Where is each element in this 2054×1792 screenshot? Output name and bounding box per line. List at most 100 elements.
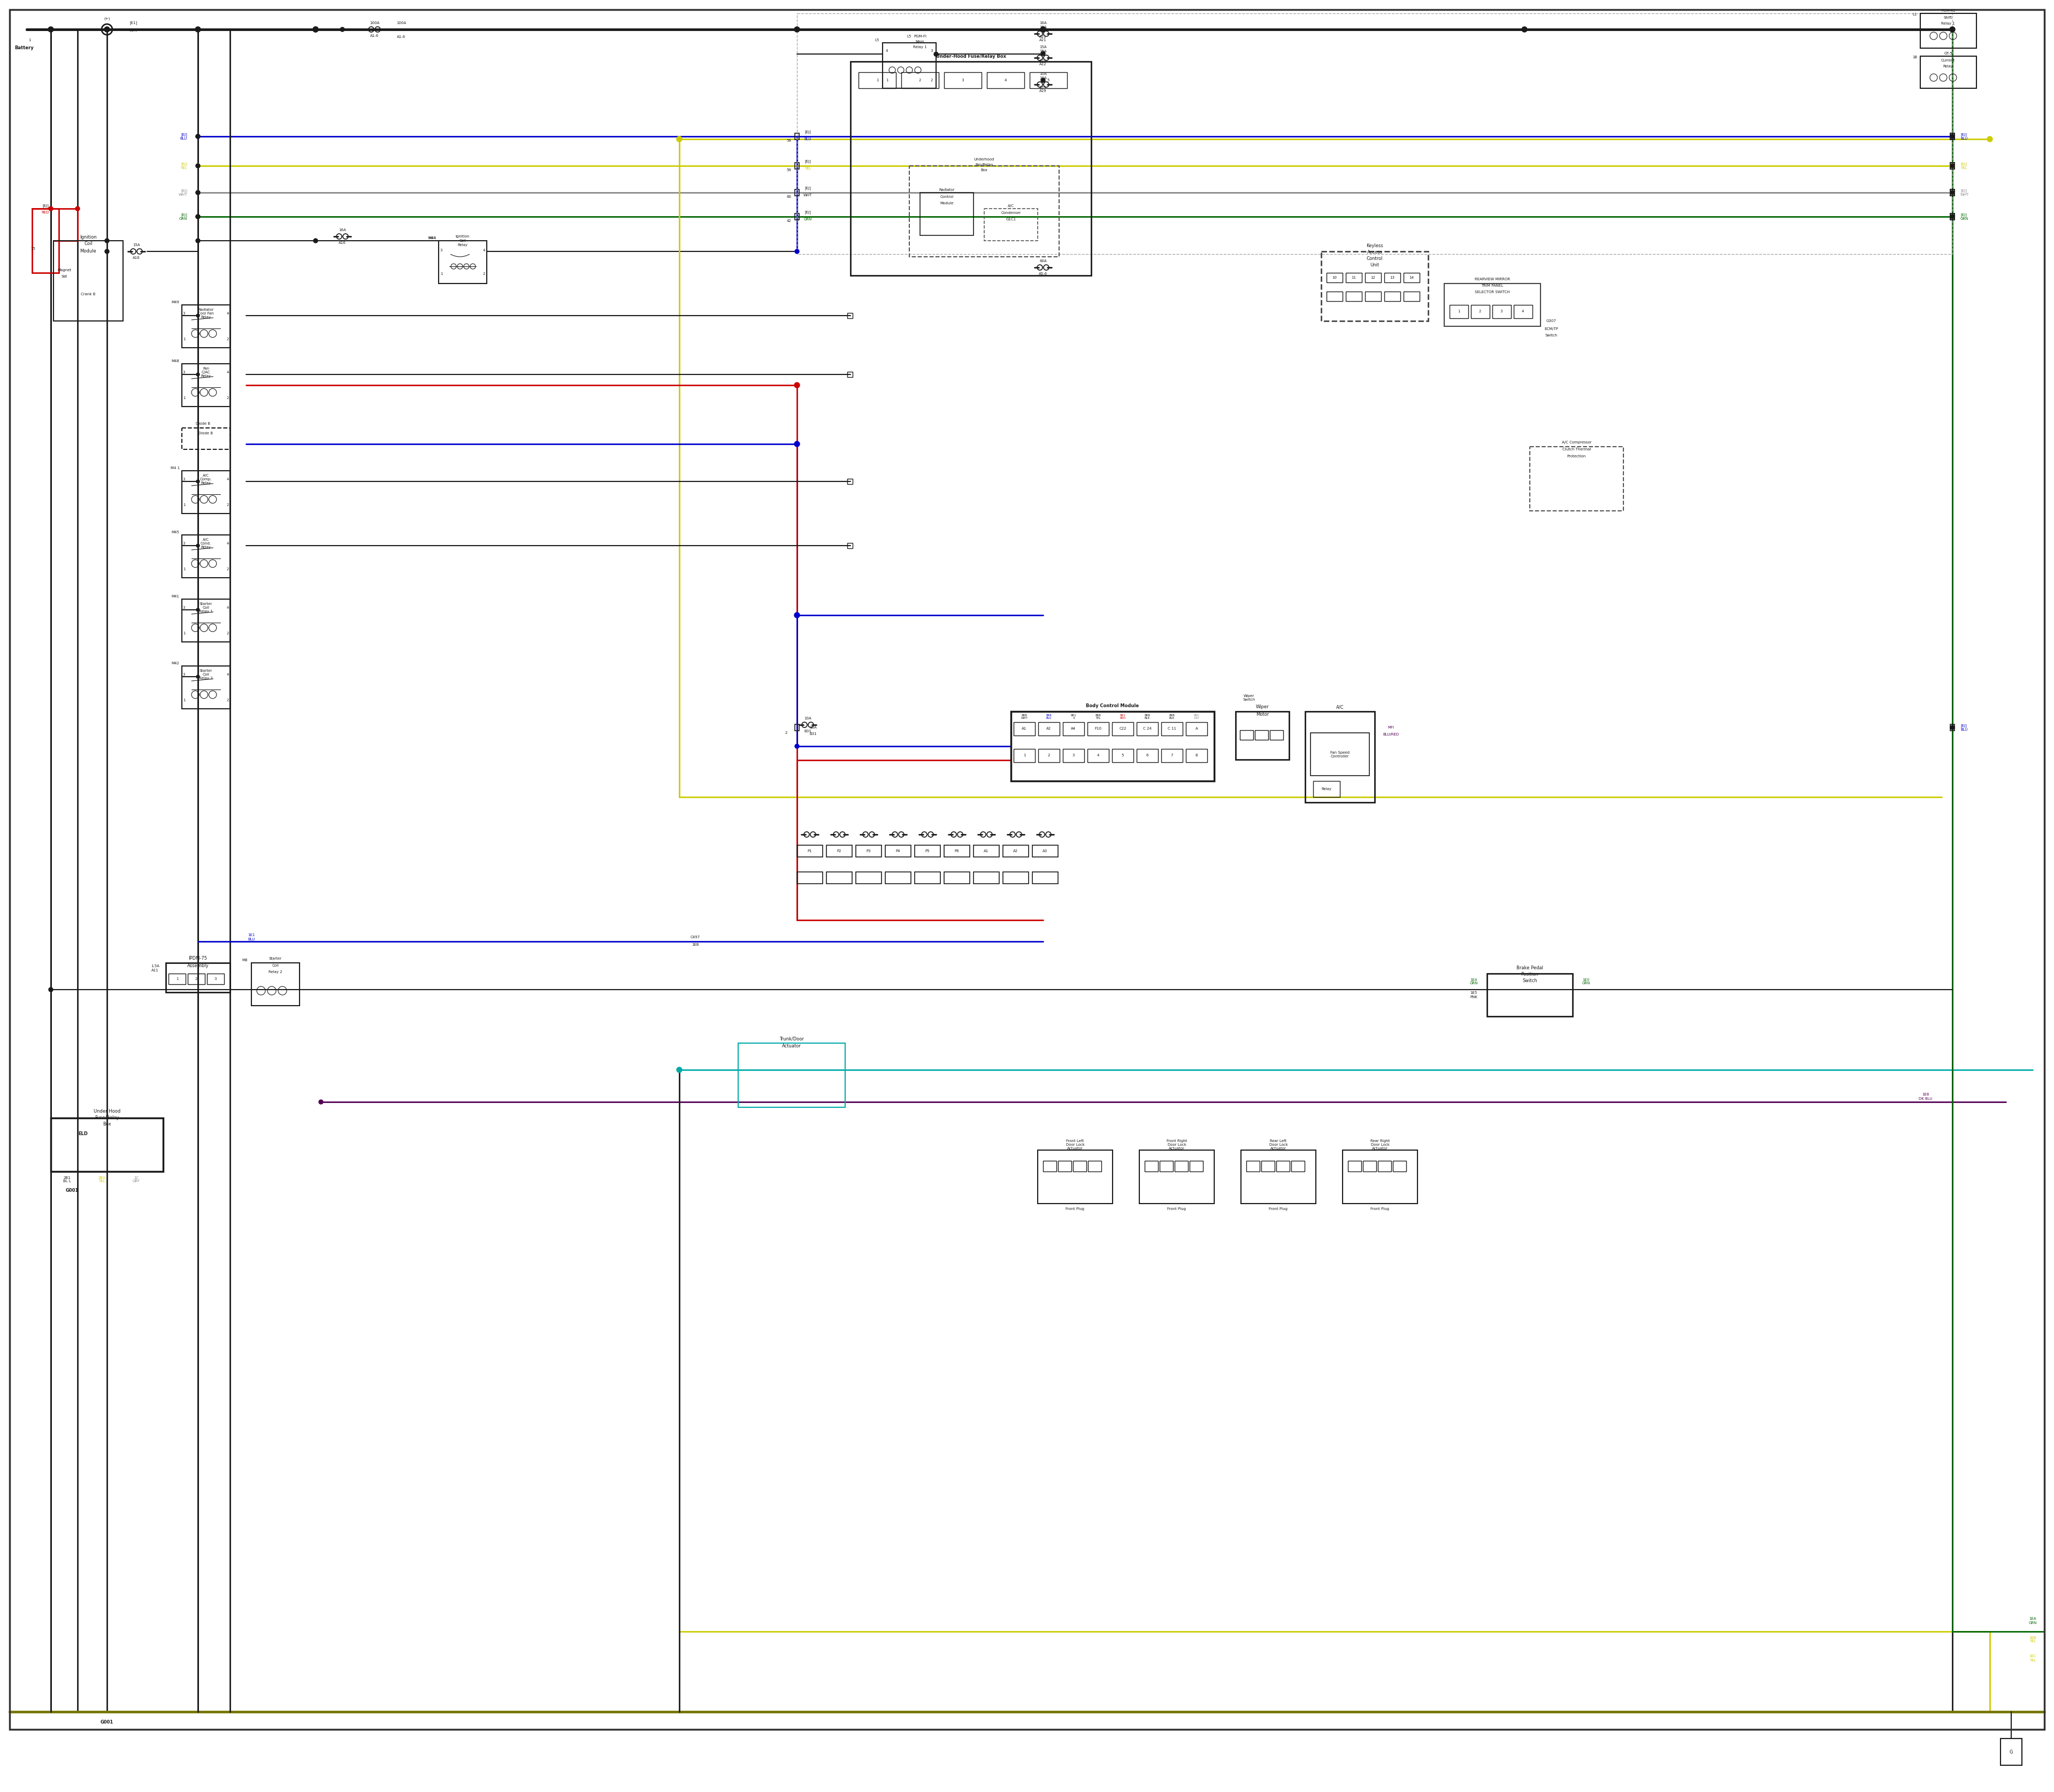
Circle shape: [195, 163, 199, 168]
Text: A5-6: A5-6: [1039, 272, 1048, 276]
Bar: [885, 873, 910, 883]
Text: WHT: WHT: [803, 194, 811, 197]
Text: 4: 4: [1097, 754, 1099, 756]
Text: 1E1
BLU: 1E1 BLU: [249, 934, 255, 941]
Bar: [1087, 749, 1109, 762]
Text: SW: SW: [62, 274, 68, 278]
Bar: [1949, 163, 1955, 168]
Text: Crank B: Crank B: [80, 292, 97, 296]
Text: C 11: C 11: [1167, 728, 1177, 729]
Bar: [1403, 292, 1419, 301]
Bar: [1058, 1161, 1072, 1172]
Text: P1: P1: [807, 849, 811, 853]
Text: Fan
C/AC
Relay: Fan C/AC Relay: [201, 367, 212, 378]
Text: A16: A16: [134, 256, 140, 260]
Circle shape: [795, 249, 799, 253]
Text: YEL: YEL: [805, 167, 811, 170]
Text: [EJ]: [EJ]: [805, 159, 811, 163]
Text: [E1]: [E1]: [129, 22, 138, 25]
Circle shape: [1949, 215, 1955, 219]
Text: ECM/TP: ECM/TP: [1545, 328, 1559, 330]
Bar: [797, 13, 1953, 254]
Bar: [1136, 749, 1158, 762]
Bar: [1241, 1150, 1317, 1204]
Text: Control: Control: [941, 195, 953, 199]
Text: Radiator
Cool Fan
Relay: Radiator Cool Fan Relay: [197, 308, 214, 319]
Bar: [1347, 1161, 1362, 1172]
Text: 15A: 15A: [1039, 45, 1048, 48]
Circle shape: [1949, 163, 1955, 168]
Text: 1: 1: [183, 396, 185, 400]
Bar: [53, 240, 123, 321]
Text: Relay 1: Relay 1: [914, 45, 926, 48]
Bar: [1345, 272, 1362, 283]
Circle shape: [1949, 215, 1955, 219]
Text: M42: M42: [170, 661, 179, 665]
Text: 1.5A
A11: 1.5A A11: [150, 964, 160, 971]
Circle shape: [195, 27, 201, 32]
Text: 4: 4: [226, 312, 230, 315]
Text: A16: A16: [339, 242, 345, 244]
Bar: [1037, 722, 1060, 735]
Text: M8: M8: [242, 959, 249, 962]
Text: 10A: 10A: [803, 717, 811, 720]
Circle shape: [197, 314, 199, 317]
Text: M41: M41: [170, 595, 179, 599]
Text: B31: B31: [809, 733, 817, 735]
Bar: [1403, 272, 1419, 283]
Text: L1: L1: [1912, 13, 1916, 16]
Text: Fuse/Relay: Fuse/Relay: [94, 1116, 119, 1120]
Bar: [1189, 1161, 1204, 1172]
Text: Coil: Coil: [84, 242, 92, 246]
Text: 4: 4: [1522, 310, 1524, 314]
Bar: [1161, 722, 1183, 735]
Text: 1E8
DK BLU: 1E8 DK BLU: [1918, 1093, 1933, 1100]
Text: G001: G001: [66, 1188, 78, 1193]
Bar: [183, 599, 230, 642]
Text: 1: 1: [183, 504, 185, 507]
Bar: [183, 428, 230, 450]
Text: A1: A1: [984, 849, 988, 853]
Text: 10A: 10A: [1039, 72, 1048, 75]
Bar: [1011, 711, 1214, 781]
Text: Main: Main: [916, 39, 924, 43]
Bar: [1002, 873, 1029, 883]
Text: 1B: 1B: [1912, 56, 1916, 59]
Text: 1: 1: [183, 699, 185, 702]
Text: A/C
Cond.
Relay: A/C Cond. Relay: [201, 538, 212, 548]
Text: 1: 1: [183, 568, 185, 572]
Text: 1: 1: [177, 977, 179, 980]
Bar: [1161, 749, 1183, 762]
Text: 8RB
BLK: 8RB BLK: [1144, 713, 1150, 720]
Bar: [440, 240, 487, 283]
Bar: [51, 1118, 162, 1172]
Bar: [1364, 1161, 1376, 1172]
Text: A2: A2: [1045, 728, 1052, 729]
Text: 3: 3: [440, 249, 442, 253]
Text: 3: 3: [183, 541, 185, 545]
Text: Fan Speed
Controller: Fan Speed Controller: [1331, 751, 1349, 758]
Text: Relay: Relay: [1943, 65, 1953, 68]
Text: Fan/Relay: Fan/Relay: [976, 163, 994, 167]
Text: 3: 3: [930, 48, 933, 52]
Bar: [846, 371, 852, 376]
Bar: [1037, 1150, 1113, 1204]
Text: Shift: Shift: [1943, 16, 1953, 20]
Circle shape: [195, 215, 199, 219]
Text: L5: L5: [908, 34, 912, 38]
Text: Body Control Module: Body Control Module: [1087, 704, 1140, 708]
Text: Switch: Switch: [1545, 333, 1557, 337]
Text: A/C: A/C: [1009, 204, 1015, 208]
Bar: [183, 305, 230, 348]
Text: Diode B: Diode B: [199, 432, 214, 435]
Text: Starter
Coil
Relay 2: Starter Coil Relay 2: [199, 668, 214, 679]
Bar: [1530, 446, 1623, 511]
Bar: [945, 846, 969, 857]
Text: Front Plug: Front Plug: [1269, 1208, 1288, 1211]
Bar: [1949, 163, 1955, 168]
Text: 2: 2: [226, 699, 230, 702]
Bar: [857, 873, 881, 883]
Bar: [857, 846, 881, 857]
Text: Under-Hood Fuse/Relay Box: Under-Hood Fuse/Relay Box: [937, 54, 1006, 59]
Text: 2: 2: [918, 79, 920, 82]
